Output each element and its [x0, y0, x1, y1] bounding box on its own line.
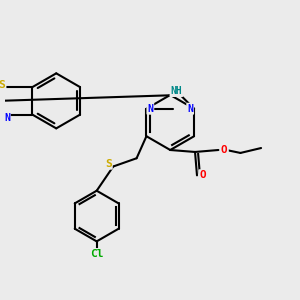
Text: NH: NH: [170, 86, 182, 96]
Text: N: N: [4, 112, 10, 123]
Text: Cl: Cl: [90, 249, 104, 259]
Text: O: O: [221, 145, 228, 155]
Text: S: S: [0, 80, 5, 90]
Text: N: N: [147, 104, 153, 114]
Text: O: O: [200, 170, 206, 180]
Text: S: S: [105, 159, 112, 169]
Text: N: N: [187, 104, 193, 114]
